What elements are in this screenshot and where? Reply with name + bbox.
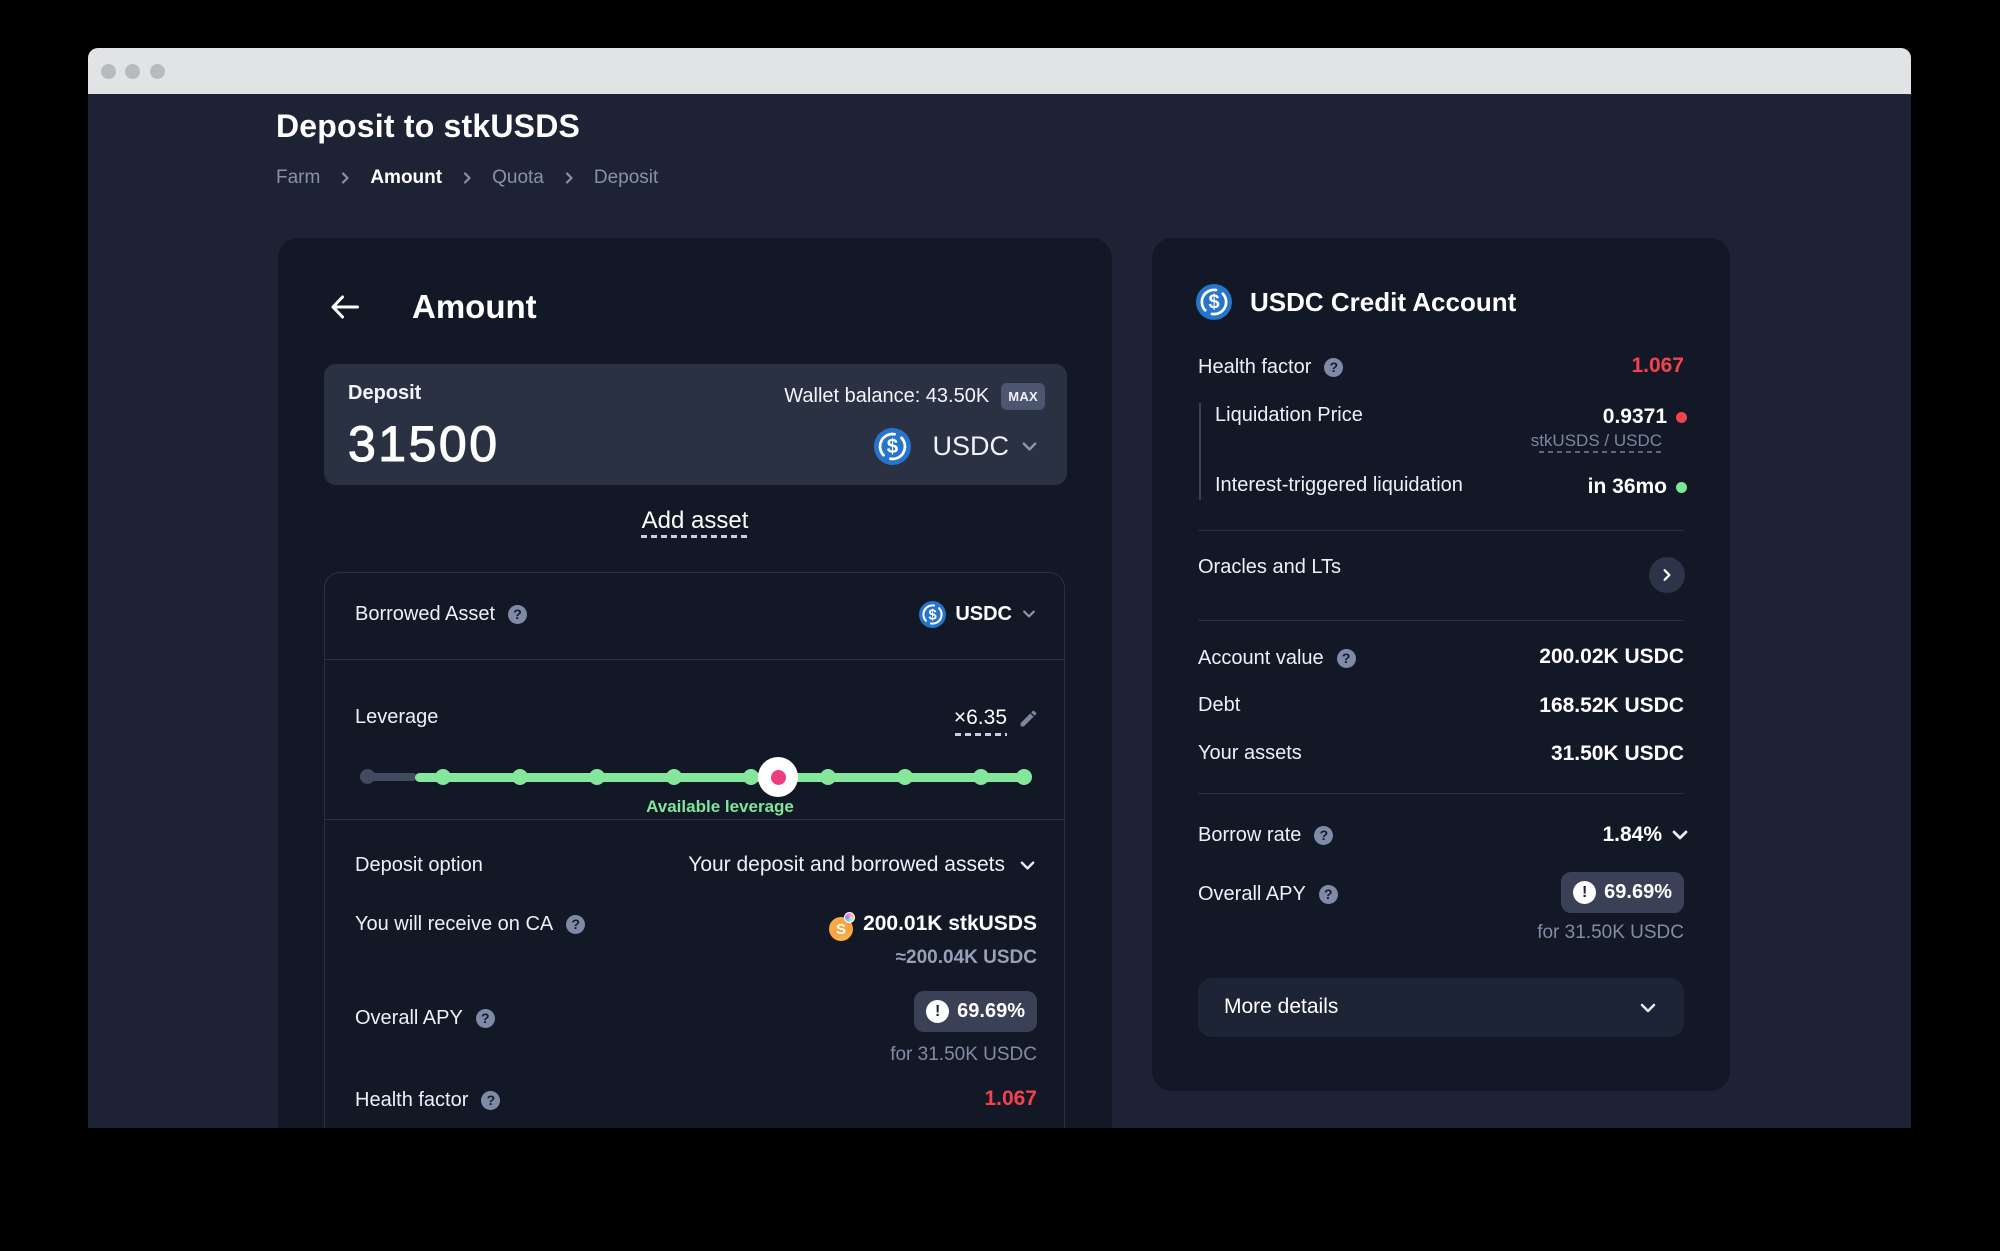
svg-text:$: $ xyxy=(1208,292,1219,314)
svg-text:$: $ xyxy=(887,435,899,458)
svg-text:$: $ xyxy=(929,606,938,623)
